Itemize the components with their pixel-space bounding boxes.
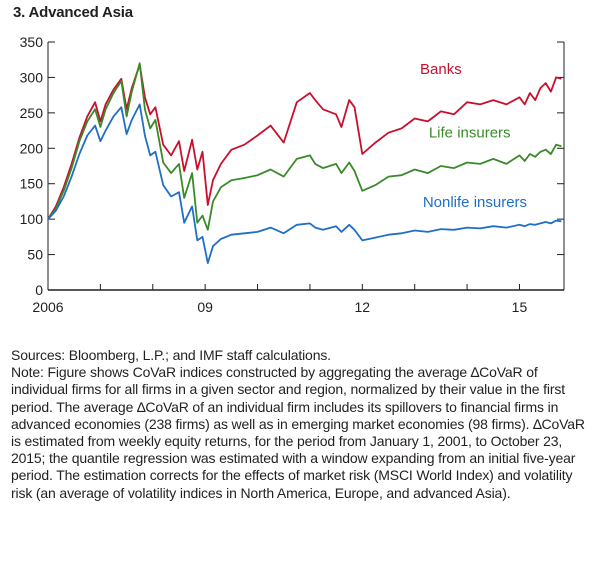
series-label-banks: Banks xyxy=(420,61,462,78)
chart-title: 3. Advanced Asia xyxy=(13,4,133,21)
series-line-life-insurers xyxy=(47,62,562,231)
y-tick-label: 350 xyxy=(20,34,44,50)
y-tick-label: 200 xyxy=(20,140,44,156)
y-tick-label: 100 xyxy=(20,211,44,227)
line-chart: 0 50 100 150 200 250 300 350 2006 09 12 15 Banks Lif… xyxy=(20,34,565,315)
series-label-nonlife-insurers: Nonlife insurers xyxy=(423,194,527,211)
series-label-life-insurers: Life insurers xyxy=(429,125,511,142)
chart-notes: Sources: Bloomberg, L.P.; and IMF staff … xyxy=(11,347,596,502)
chart-series xyxy=(47,62,562,265)
note-text: Note: Figure shows CoVaR indices constru… xyxy=(11,364,585,501)
sources-text: Sources: Bloomberg, L.P.; and IMF staff … xyxy=(11,347,331,363)
x-tick-label: 2006 xyxy=(32,299,63,315)
x-tick-label: 12 xyxy=(355,299,371,315)
y-tick-label: 250 xyxy=(20,105,44,121)
chart-axes: 0 50 100 150 200 250 300 350 2006 09 12 15 xyxy=(20,34,565,315)
series-line-banks xyxy=(47,63,562,220)
x-tick-label: 15 xyxy=(512,299,528,315)
y-tick-label: 0 xyxy=(35,282,43,298)
y-tick-label: 50 xyxy=(27,247,43,263)
series-line-nonlife-insurers xyxy=(47,103,562,265)
chart-series-labels: Banks Life insurers Nonlife insurers xyxy=(420,61,527,211)
y-tick-label: 150 xyxy=(20,176,44,192)
x-tick-label: 09 xyxy=(197,299,213,315)
y-tick-label: 300 xyxy=(20,69,44,85)
